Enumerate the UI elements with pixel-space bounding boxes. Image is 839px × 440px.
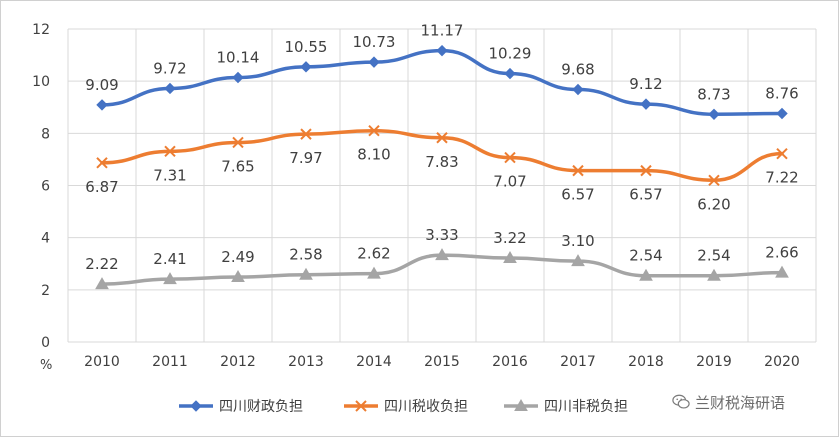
data-point xyxy=(299,267,313,280)
data-point xyxy=(776,107,788,120)
data-point xyxy=(231,270,245,283)
data-point xyxy=(164,145,176,158)
x-tick-label: 2018 xyxy=(628,354,664,370)
x-tick-label: 2017 xyxy=(560,354,596,370)
x-tick-label: 2019 xyxy=(696,354,732,370)
data-point xyxy=(368,125,380,137)
data-point xyxy=(572,164,584,177)
data-point xyxy=(503,251,517,264)
legend-marker xyxy=(355,400,367,412)
legend-label: 四川非税负担 xyxy=(544,399,628,415)
data-label: 6.57 xyxy=(629,186,662,204)
y-tick-label: 8 xyxy=(41,126,50,142)
data-point xyxy=(572,83,584,96)
x-tick-label: 2016 xyxy=(492,354,528,370)
x-tick-label: 2012 xyxy=(220,354,256,370)
data-label: 3.10 xyxy=(561,232,594,250)
data-label: 7.31 xyxy=(153,166,186,184)
data-point xyxy=(639,268,653,281)
data-label: 2.54 xyxy=(629,247,662,265)
x-tick-label: 2011 xyxy=(152,354,188,370)
x-tick-label: 2014 xyxy=(356,354,392,370)
data-label: 2.49 xyxy=(221,248,254,266)
data-point xyxy=(504,151,516,164)
legend-label: 四川税收负担 xyxy=(384,399,468,415)
data-label: 3.22 xyxy=(493,229,526,247)
watermark: 兰财税海研语 xyxy=(672,390,785,414)
data-label: 8.73 xyxy=(697,85,730,103)
data-point xyxy=(776,147,788,160)
legend-marker xyxy=(514,398,528,411)
data-point xyxy=(436,44,448,57)
data-point xyxy=(640,98,652,110)
data-label: 2.58 xyxy=(289,246,322,264)
data-label: 7.22 xyxy=(765,169,798,187)
data-point xyxy=(164,82,176,95)
data-label: 10.55 xyxy=(285,38,328,56)
data-label: 7.83 xyxy=(425,153,458,171)
y-axis-unit-label: % xyxy=(40,358,52,373)
y-tick-label: 4 xyxy=(41,231,50,247)
data-label: 2.41 xyxy=(153,250,186,268)
data-label: 7.07 xyxy=(493,173,526,191)
data-label: 2.62 xyxy=(357,245,390,263)
data-label: 9.68 xyxy=(561,61,594,79)
data-label: 6.20 xyxy=(697,195,730,213)
data-point xyxy=(300,128,312,140)
y-tick-label: 0 xyxy=(41,335,50,351)
y-tick-label: 12 xyxy=(32,22,50,38)
x-tick-label: 2010 xyxy=(84,354,120,370)
x-tick-label: 2020 xyxy=(764,354,800,370)
data-label: 7.65 xyxy=(221,157,254,175)
data-point xyxy=(436,132,448,144)
data-label: 9.12 xyxy=(629,75,662,93)
data-label: 9.72 xyxy=(153,59,186,77)
data-label: 10.29 xyxy=(489,45,532,63)
data-point xyxy=(504,67,516,80)
data-point xyxy=(96,99,108,111)
data-point xyxy=(640,164,652,177)
data-label: 11.17 xyxy=(421,22,464,40)
data-label: 8.76 xyxy=(765,85,798,103)
data-point xyxy=(368,56,380,68)
data-point xyxy=(163,272,177,285)
data-point xyxy=(95,277,109,290)
wechat-icon xyxy=(672,394,690,409)
data-point xyxy=(707,268,721,281)
data-point xyxy=(96,157,108,169)
data-point xyxy=(775,265,789,278)
data-point xyxy=(232,136,244,149)
data-point xyxy=(708,108,720,120)
data-point xyxy=(367,266,381,279)
data-label: 9.09 xyxy=(85,76,118,94)
data-point xyxy=(232,71,244,84)
x-tick-label: 2015 xyxy=(424,354,460,370)
y-tick-label: 6 xyxy=(41,179,50,195)
data-label: 10.14 xyxy=(217,49,260,67)
legend-label: 四川财政负担 xyxy=(219,399,303,415)
data-point xyxy=(571,254,585,267)
data-label: 2.54 xyxy=(697,247,730,265)
data-label: 6.87 xyxy=(85,178,118,196)
data-label: 2.66 xyxy=(765,244,798,262)
data-label: 10.73 xyxy=(353,33,396,51)
data-label: 8.10 xyxy=(357,146,390,164)
legend-marker xyxy=(190,400,202,412)
data-point xyxy=(300,61,312,73)
data-label: 7.97 xyxy=(289,149,322,167)
watermark-text: 兰财税海研语 xyxy=(695,393,786,412)
data-label: 2.22 xyxy=(85,255,118,273)
series-line-2 xyxy=(100,128,784,183)
data-label: 6.57 xyxy=(561,186,594,204)
y-tick-label: 10 xyxy=(32,74,50,90)
data-point xyxy=(708,174,720,186)
x-tick-label: 2013 xyxy=(288,354,324,370)
data-label: 3.33 xyxy=(425,226,458,244)
y-tick-label: 2 xyxy=(41,283,50,299)
data-point xyxy=(435,248,449,261)
